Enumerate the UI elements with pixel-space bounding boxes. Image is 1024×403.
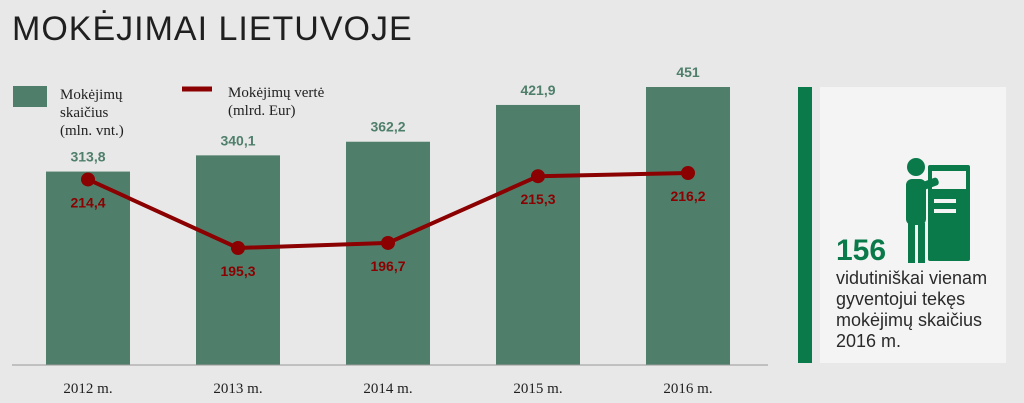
legend-bars-line-1: Mokėjimų xyxy=(60,87,123,103)
line-point xyxy=(681,166,695,180)
line-point xyxy=(81,172,95,187)
bar xyxy=(196,155,280,365)
bar-value-label: 421,9 xyxy=(520,82,555,98)
legend-bars-line-3: (mln. vnt.) xyxy=(60,123,124,139)
legend-bars-label: Mokėjimų skaičius (mln. vnt.) xyxy=(60,86,124,140)
line-value-label: 216,2 xyxy=(670,188,705,204)
line-value-label: 214,4 xyxy=(70,194,105,210)
bar-value-label: 451 xyxy=(676,64,700,80)
line-point xyxy=(381,235,395,250)
bar-value-label: 313,8 xyxy=(70,149,105,165)
line-point xyxy=(231,241,245,255)
legend-line-line-2: (mlrd. Eur) xyxy=(228,103,296,119)
person-at-atm-icon xyxy=(906,158,970,263)
legend-bars-line-2: skaičius xyxy=(60,105,109,121)
side-description: vidutiniškai vienam gyventojui tekęs mok… xyxy=(836,268,988,351)
legend-bar-swatch xyxy=(13,86,47,107)
side-accent-bar xyxy=(798,87,812,363)
bar xyxy=(46,171,130,365)
bar-value-label: 362,2 xyxy=(370,119,405,135)
x-tick-label: 2014 m. xyxy=(363,381,412,397)
chart-title: MOKĖJIMAI LIETUVOJE xyxy=(12,10,413,48)
legend-line-line-1: Mokėjimų vertė xyxy=(228,85,325,101)
line-value-label: 196,7 xyxy=(370,258,405,274)
x-tick-label: 2015 m. xyxy=(513,381,562,397)
side-number: 156 xyxy=(836,234,887,267)
bar xyxy=(346,141,430,365)
side-panel xyxy=(820,87,1006,363)
bar-value-label: 340,1 xyxy=(220,132,255,148)
x-tick-label: 2012 m. xyxy=(63,381,112,397)
line-value-label: 215,3 xyxy=(520,191,555,207)
line-point xyxy=(531,169,545,184)
legend-line-label: Mokėjimų vertė (mlrd. Eur) xyxy=(228,84,324,120)
x-tick-label: 2016 m. xyxy=(663,381,712,397)
bar xyxy=(646,87,730,365)
bar xyxy=(496,104,580,365)
line-value-label: 195,3 xyxy=(220,263,255,279)
x-tick-label: 2013 m. xyxy=(213,381,262,397)
